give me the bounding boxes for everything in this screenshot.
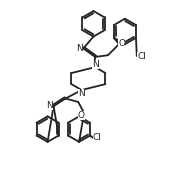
- Text: N: N: [46, 101, 53, 110]
- Text: Cl: Cl: [137, 52, 146, 60]
- Text: N: N: [76, 44, 83, 53]
- Text: O: O: [78, 111, 85, 120]
- Text: Cl: Cl: [93, 133, 102, 142]
- Text: O: O: [118, 39, 125, 48]
- Text: N: N: [92, 60, 99, 69]
- Text: N: N: [78, 89, 85, 98]
